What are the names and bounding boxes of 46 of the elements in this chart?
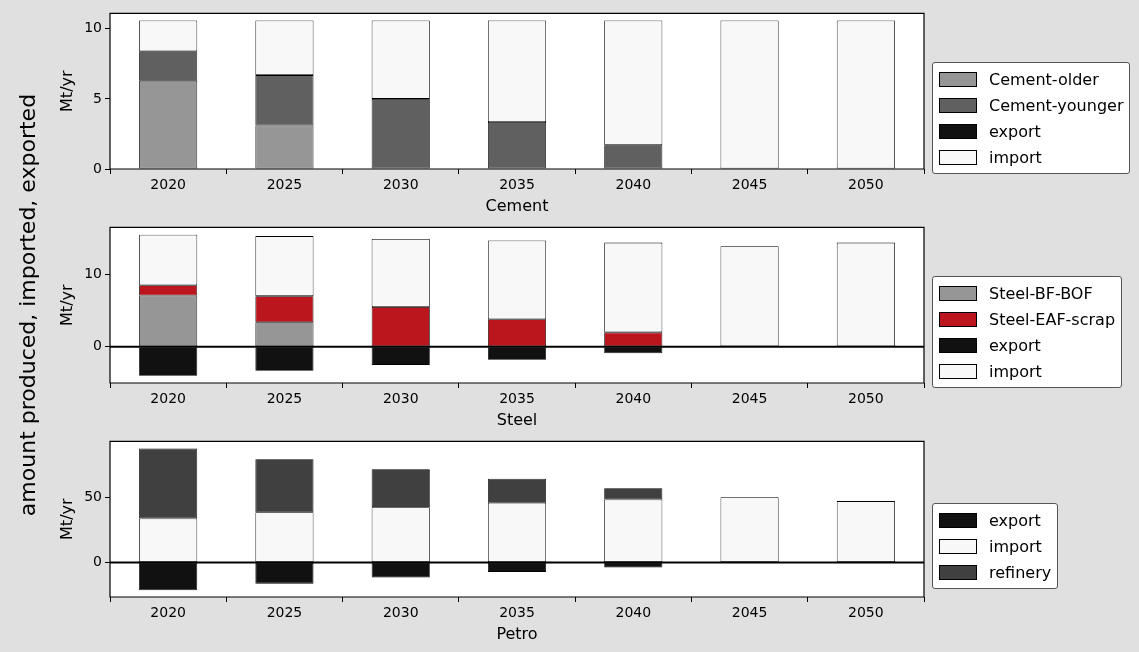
y-tick-label: 0	[93, 337, 103, 354]
text: import	[989, 536, 1042, 556]
x-tick-label: 2045	[731, 390, 768, 407]
x-tick-label: 2020	[150, 604, 186, 621]
x-tick-label: 2030	[382, 604, 419, 621]
y-tick-label: 10	[84, 265, 103, 282]
text: amount produced, imported, exported	[14, 93, 40, 517]
x-tick-label: 2035	[499, 176, 535, 193]
x-tick-label: 2025	[266, 390, 303, 407]
y-tick-label: 0	[93, 553, 103, 570]
x-tick-label: 2035	[499, 604, 535, 621]
y-axis-title: Mt/yr	[56, 498, 76, 540]
legend-label: refinery	[989, 562, 1052, 582]
x-axis-title: Petro	[496, 623, 538, 643]
y-tick-label: 5	[93, 89, 103, 106]
y-axis-title: Mt/yr	[56, 70, 76, 112]
x-tick-label: 2020	[150, 390, 186, 407]
x-tick-label: 2020	[150, 176, 186, 193]
y-tick-label: 10	[84, 19, 103, 36]
x-tick-label: 2050	[848, 604, 884, 621]
x-tick-label: 2045	[731, 176, 768, 193]
x-tick-label: 2025	[266, 604, 303, 621]
x-axis-title: Cement	[485, 195, 549, 215]
legend-label: Cement-older	[989, 69, 1099, 89]
x-tick-label: 2050	[848, 176, 884, 193]
x-tick-label: 2045	[731, 604, 768, 621]
x-axis-title: Steel	[496, 409, 538, 429]
text: import	[989, 147, 1042, 167]
x-tick-label: 2030	[382, 176, 419, 193]
y-axis-title: Mt/yr	[56, 284, 76, 326]
x-tick-label: 2050	[848, 390, 884, 407]
legend-label: Steel-EAF-scrap	[989, 309, 1116, 329]
x-tick-label: 2040	[615, 390, 652, 407]
x-tick-label: 2030	[382, 390, 419, 407]
legend-label: export	[989, 510, 1041, 530]
y-tick-label: 50	[84, 488, 103, 505]
x-tick-label: 2040	[615, 176, 652, 193]
text: import	[989, 361, 1042, 381]
legend-label: export	[989, 121, 1041, 141]
x-tick-label: 2025	[266, 176, 303, 193]
x-tick-label: 2040	[615, 604, 652, 621]
legend-label: Cement-younger	[989, 95, 1124, 115]
legend-label: Steel-BF-BOF	[989, 283, 1093, 303]
x-tick-label: 2035	[499, 390, 535, 407]
y-tick-label: 0	[93, 159, 103, 176]
legend-label: export	[989, 335, 1041, 355]
